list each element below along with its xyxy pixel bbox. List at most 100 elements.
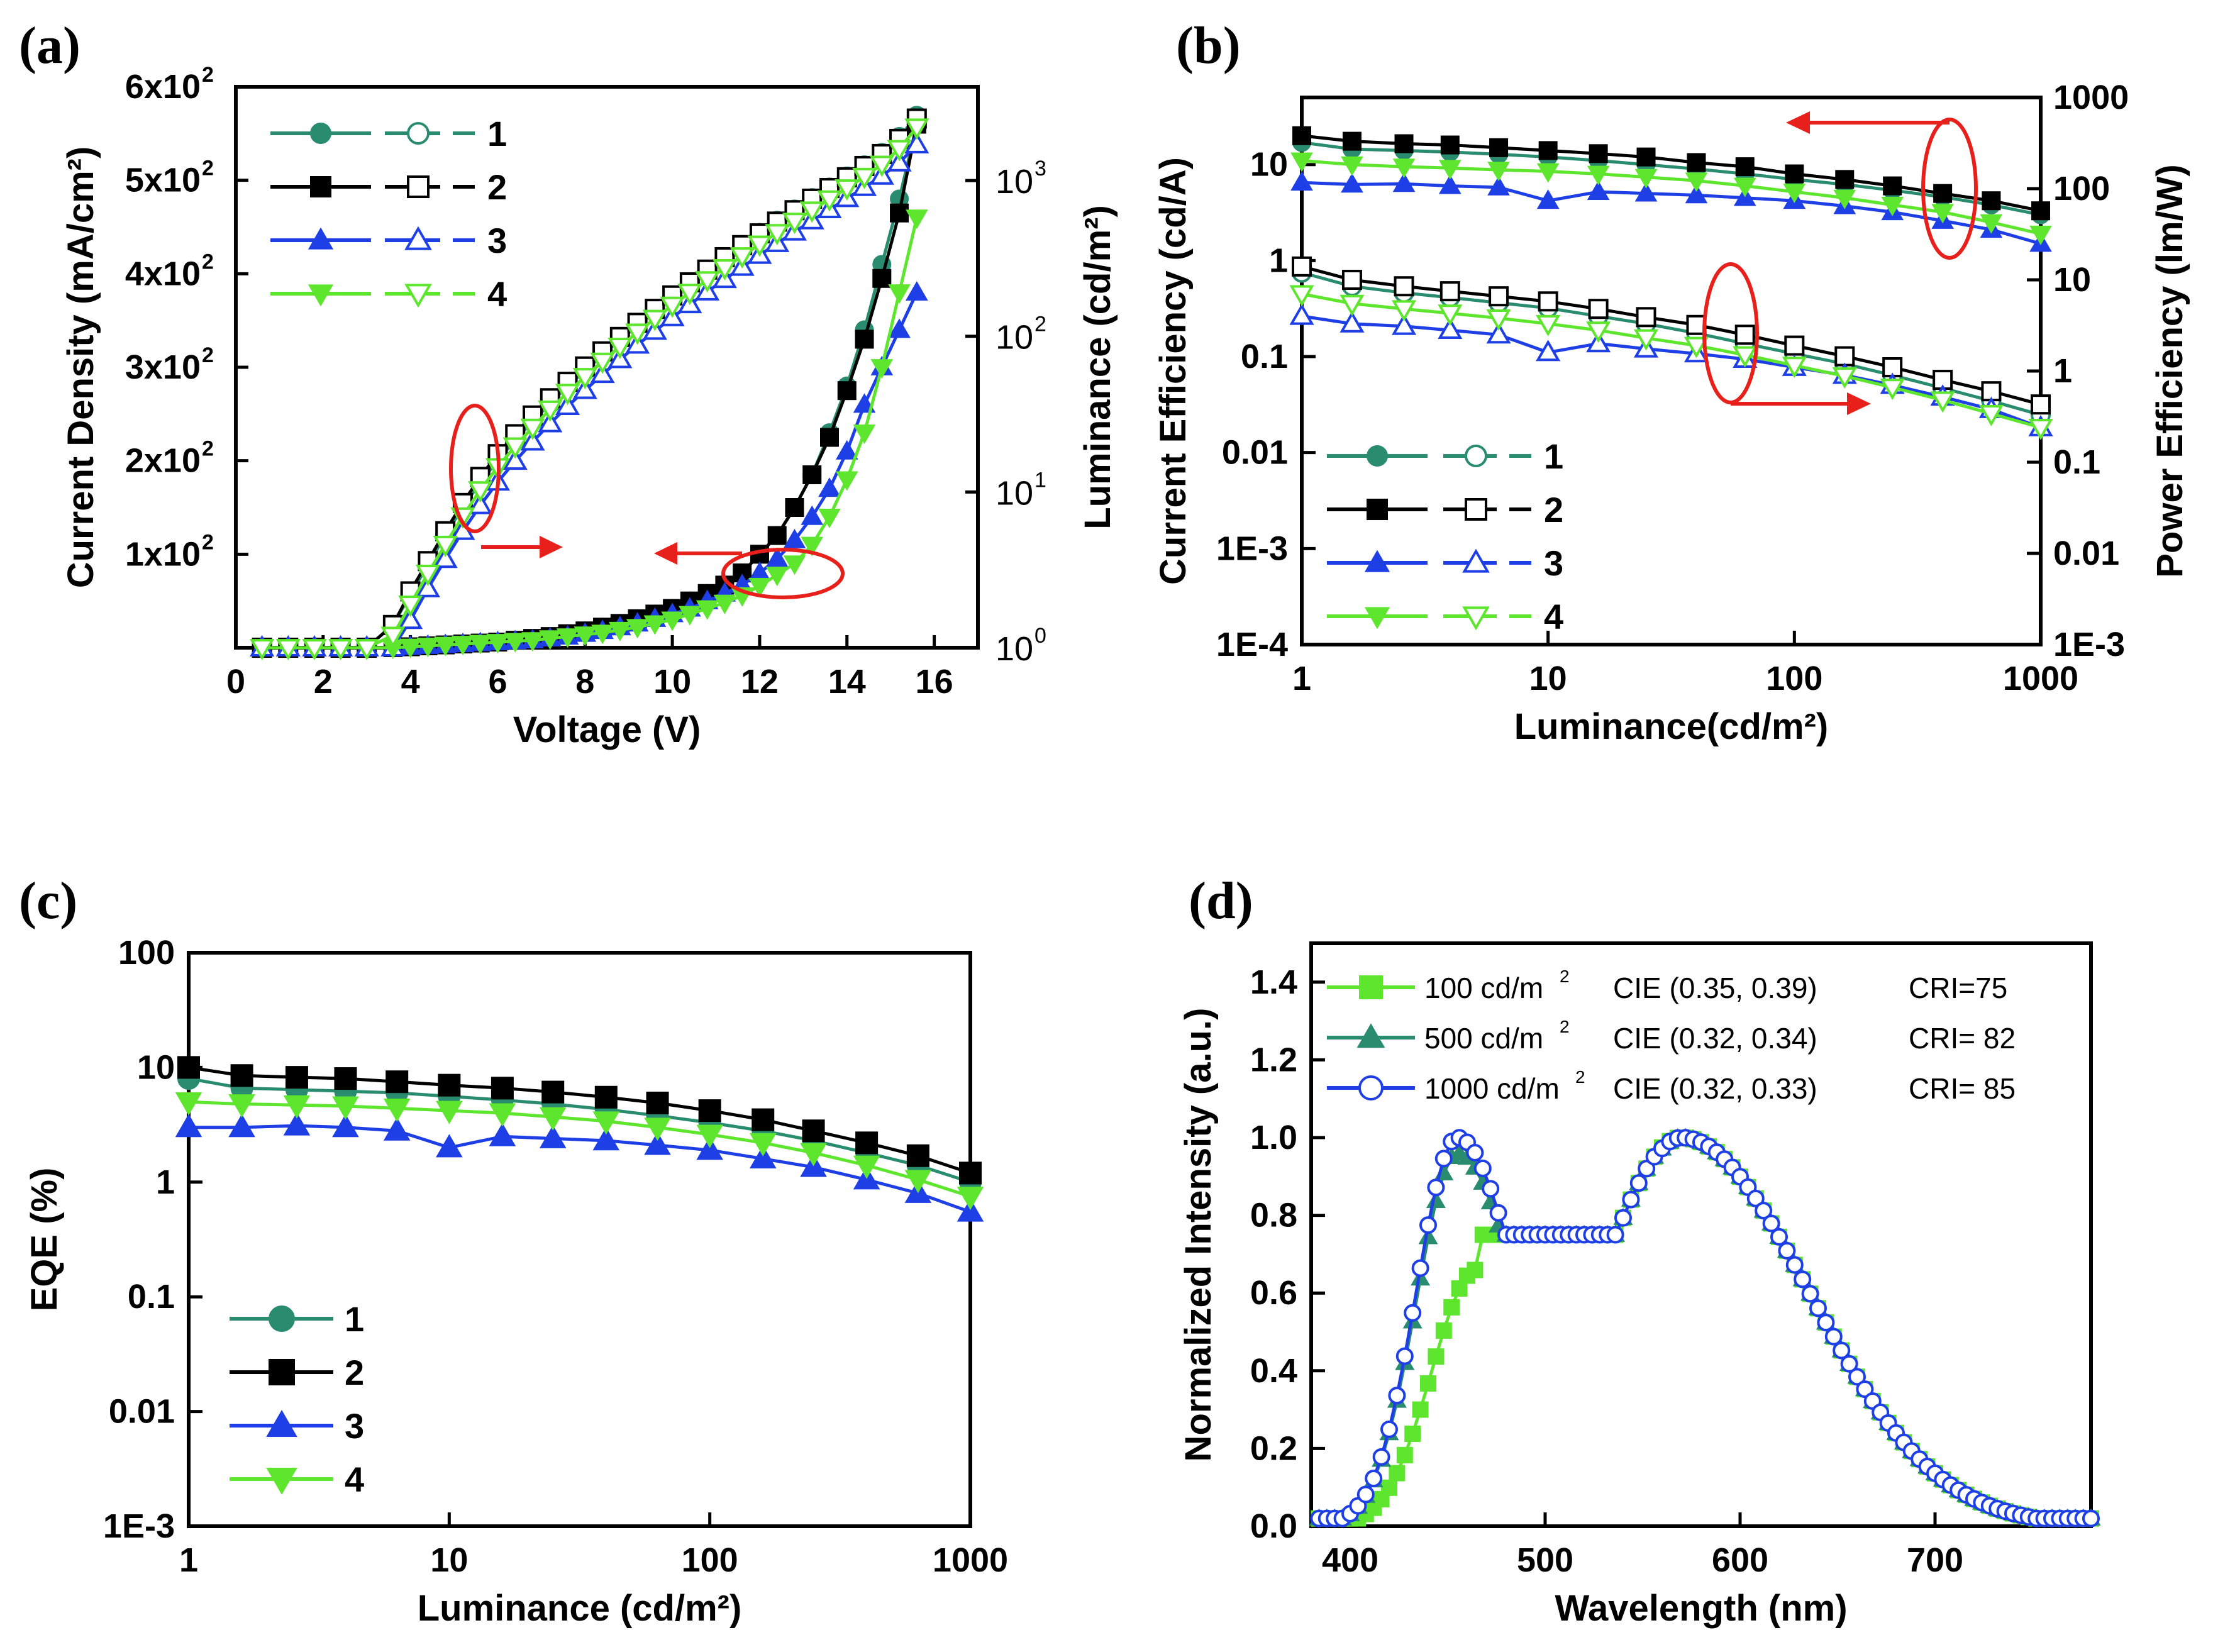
panel-b-series-2-ce-point	[1440, 135, 1460, 155]
panel-d-series-1-point	[1396, 1446, 1413, 1463]
panel-c-ytick-label: 1	[156, 1163, 175, 1201]
panel-a-series-3-luminance-point	[468, 492, 493, 514]
panel-c-series-3-point	[749, 1145, 777, 1169]
panel-b-ytick-label: 0.1	[1241, 338, 1288, 375]
panel-b-series-3-pe-point	[1289, 303, 1314, 325]
panel-a-series-4-luminance-point	[887, 140, 912, 162]
panel-a-series-2-current-point	[890, 203, 909, 223]
panel-d-series-1-point	[1381, 1479, 1397, 1496]
panel-b-y2tick-label: 100	[2053, 170, 2110, 208]
panel-a-series-4-current-point	[434, 636, 457, 657]
panel-d-series-3-point	[1848, 1368, 1866, 1386]
panel-c-legend-label: 3	[345, 1406, 364, 1446]
panel-b-series-4-ce-point	[1931, 204, 1954, 224]
panel-b-series-4-ce-point	[2029, 225, 2052, 245]
panel-b-series-4-ce-point	[1587, 165, 1610, 186]
panel-d-series-1-point	[1389, 1465, 1406, 1482]
panel-b-series-4-pe-point	[1339, 294, 1365, 316]
panel-c-series-4-line	[188, 1100, 971, 1198]
panel-c-ytick-label: 10	[137, 1048, 175, 1086]
panel-c-series-2-point	[177, 1056, 200, 1079]
panel-a-xtick-label: 12	[741, 663, 779, 701]
panel-b-legend-marker	[1462, 548, 1490, 573]
panel-a-series-4-luminance-point	[660, 296, 685, 318]
panel-a-series-4-luminance-point	[712, 259, 737, 281]
panel-a-series-4-current-point	[818, 508, 841, 528]
panel-b-series-4-ce-point	[1783, 184, 1806, 204]
panel-d-series-1-point	[1420, 1375, 1436, 1392]
panel-c-series-4-point	[800, 1143, 827, 1167]
panel-b-series-2-pe-line	[1301, 265, 2041, 406]
panel-d-legend-cie: CIE (0.32, 0.34)	[1613, 1022, 1817, 1055]
panel-a-series-4-luminance-point	[799, 201, 824, 223]
panel-d-legend-cri: CRI=75	[1909, 972, 2007, 1004]
panel-d-series-3-point	[1794, 1270, 1812, 1289]
panel-a-series-3-current-point	[801, 505, 824, 525]
panel-a-xtick-label: 0	[226, 663, 245, 701]
panel-b-series-2-ce-point	[1883, 176, 1902, 196]
panel-d-series-3-point	[1411, 1259, 1429, 1277]
panel-d-series-3-point	[1755, 1202, 1773, 1220]
panel-b-series-2-pe-point	[2031, 394, 2051, 415]
panel-a-ytick-label: 3x10	[125, 348, 201, 386]
panel-a-y2tick-label: 10	[996, 163, 1033, 201]
panel-a-ylabel: Current Density (mA/cm²)	[60, 147, 101, 589]
panel-a-legend-label: 2	[487, 167, 507, 207]
panel-a-series-2-current-point	[820, 428, 839, 447]
panel-c-series-4-point	[904, 1170, 932, 1194]
panel-d-xtick-label: 400	[1322, 1541, 1378, 1579]
panel-b-legend-marker	[1465, 498, 1487, 521]
panel-a-xlabel: Voltage (V)	[513, 709, 701, 750]
panel-d-legend-cri: CRI= 85	[1909, 1072, 2016, 1105]
panel-c-series-4-point	[957, 1187, 984, 1211]
panel-a-ytick-label: 5x10	[125, 162, 201, 199]
panel-a-series-4-luminance-point	[817, 190, 842, 212]
panel-b-series-4-pe-point	[1683, 336, 1709, 358]
panel-label-a: (a)	[19, 16, 80, 75]
panel-d-series-3-point	[1833, 1341, 1851, 1360]
panel-b-series-2-ce-point	[2031, 201, 2050, 221]
panel-b-series-2-pe-point	[1734, 324, 1755, 345]
panel-b-ytick-label: 1E-4	[1216, 626, 1288, 663]
panel-d-ytick-label: 0.8	[1250, 1197, 1297, 1234]
panel-a-annotation-ellipse	[449, 404, 501, 533]
panel-a-series-4-luminance-point	[642, 309, 667, 331]
panel-a-ytick-exp: 2	[202, 437, 214, 461]
panel-b-series-4-pe-line	[1301, 292, 2041, 430]
panel-d-legend-luminance: 100 cd/m	[1424, 972, 1543, 1004]
panel-c-series-3-line	[189, 1124, 971, 1214]
panel-b-series-4-ce-line	[1301, 158, 2041, 236]
panel-b-series-2-ce-point	[1785, 164, 1804, 184]
panel-c-xlabel: Luminance (cd/m²)	[418, 1588, 742, 1629]
panel-d-series-2-point	[1418, 1227, 1438, 1245]
panel-d-series-1-point	[1428, 1348, 1445, 1365]
panel-a-series-4-current-point	[608, 621, 631, 641]
panel-c-legend-label: 4	[345, 1460, 364, 1499]
panel-a-series-4-current-point	[765, 567, 789, 587]
panel-c-series-4-point	[749, 1133, 777, 1156]
panel-d-series-1-point	[1443, 1299, 1460, 1316]
panel-c-series-3-point	[592, 1127, 620, 1151]
panel-a-series-3-luminance-point	[887, 150, 912, 172]
panel-b-series-4-pe-point	[1930, 391, 1955, 413]
panel-b-series-3-ce-point	[1536, 189, 1560, 209]
panel-c-series-3-point	[436, 1134, 463, 1158]
panel-a-legend-marker	[404, 226, 432, 250]
panel-b-series-2-pe-point	[1292, 256, 1312, 277]
panel-c-series-3-point	[489, 1123, 516, 1146]
panel-a-series-4-current-point	[538, 630, 562, 650]
panel-c-frame	[187, 951, 972, 1528]
panel-a-series-4-luminance-point	[782, 213, 807, 235]
panel-d-series-3-point	[1380, 1420, 1398, 1438]
panel-a-y2tick-exp: 1	[1034, 468, 1046, 492]
panel-d-series-3-point	[1770, 1228, 1788, 1246]
panel-b-series-2-ce-point	[1835, 170, 1855, 189]
panel-c-series-4-point	[175, 1092, 202, 1116]
panel-c-series-3-point	[383, 1117, 411, 1141]
panel-a-series-3-luminance-point	[398, 607, 423, 629]
panel-b-series-3-ce-point	[1634, 182, 1658, 202]
panel-d-legend-luminance: 500 cd/m	[1424, 1022, 1543, 1055]
panel-a-series-4-luminance-point	[590, 352, 615, 374]
panel-a-series-4-luminance-point	[555, 384, 580, 406]
panel-d-legend-luminance: 1000 cd/m	[1424, 1072, 1560, 1105]
